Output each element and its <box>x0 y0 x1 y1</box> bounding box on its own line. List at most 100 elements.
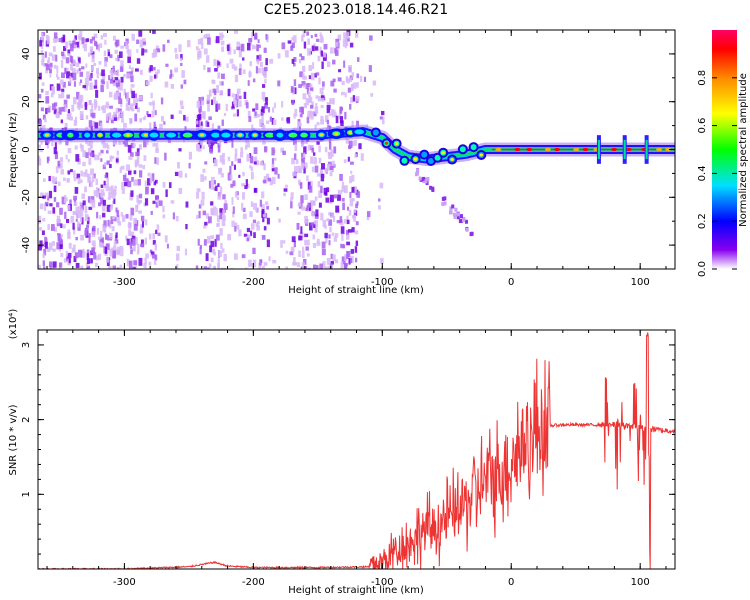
noise-speckle <box>62 177 66 181</box>
noise-speckle <box>321 241 326 249</box>
noise-speckle <box>150 92 153 99</box>
noise-speckle <box>266 205 269 210</box>
noise-speckle <box>236 46 241 51</box>
noise-speckle <box>51 176 55 183</box>
noise-speckle <box>206 33 211 39</box>
noise-speckle <box>134 159 139 167</box>
noise-speckle <box>314 165 319 173</box>
noise-speckle <box>106 81 109 90</box>
noise-speckle <box>107 219 110 227</box>
noise-speckle <box>69 199 72 206</box>
noise-speckle <box>130 190 134 197</box>
noise-speckle <box>43 63 48 67</box>
noise-speckle <box>208 180 211 189</box>
noise-speckle <box>84 186 87 193</box>
noise-speckle <box>128 221 132 229</box>
noise-speckle <box>351 174 355 182</box>
noise-speckle <box>94 106 97 111</box>
noise-speckle <box>39 119 42 127</box>
noise-speckle <box>48 190 53 199</box>
noise-speckle <box>129 152 134 157</box>
noise-speckle <box>74 35 77 41</box>
noise-speckle <box>155 148 159 153</box>
noise-speckle <box>130 88 133 94</box>
noise-speckle <box>277 53 281 59</box>
noise-speckle <box>82 150 86 158</box>
noise-speckle <box>354 265 358 269</box>
noise-speckle <box>199 124 204 128</box>
noise-speckle <box>318 145 321 153</box>
noise-speckle <box>80 214 83 223</box>
noise-speckle <box>96 211 99 219</box>
noise-speckle <box>141 48 145 56</box>
noise-speckle <box>238 229 242 237</box>
noise-speckle <box>254 32 258 40</box>
noise-speckle <box>321 163 326 170</box>
noise-speckle <box>296 262 301 268</box>
ridge-blob <box>413 157 418 161</box>
noise-speckle <box>301 107 305 115</box>
noise-speckle <box>89 181 93 188</box>
noise-speckle <box>72 227 76 235</box>
noise-speckle <box>139 229 144 234</box>
noise-speckle <box>303 41 307 49</box>
noise-speckle <box>369 35 373 41</box>
y-tick-label: 2 <box>21 416 32 422</box>
noise-speckle <box>456 215 460 220</box>
ridge-blob <box>143 133 148 137</box>
ridge-blob <box>238 133 243 137</box>
noise-speckle <box>128 155 133 160</box>
noise-speckle <box>153 66 156 71</box>
noise-speckle <box>137 179 141 186</box>
noise-speckle <box>219 208 224 213</box>
noise-speckle <box>219 228 223 236</box>
noise-speckle <box>196 114 201 119</box>
noise-speckle <box>379 116 383 120</box>
noise-speckle <box>308 75 312 80</box>
noise-speckle <box>233 49 236 55</box>
noise-speckle <box>252 108 256 112</box>
noise-speckle <box>133 266 136 269</box>
noise-speckle <box>54 176 58 183</box>
noise-speckle <box>85 152 89 159</box>
noise-speckle <box>180 62 183 67</box>
noise-speckle <box>231 64 236 69</box>
ridge-blob <box>573 147 580 152</box>
noise-speckle <box>301 34 304 42</box>
noise-speckle <box>311 45 315 52</box>
noise-speckle <box>113 114 117 121</box>
noise-speckle <box>368 65 372 72</box>
y-tick-label: 20 <box>21 95 32 108</box>
noise-speckle <box>306 253 310 257</box>
noise-speckle <box>123 181 128 187</box>
noise-speckle <box>152 30 156 34</box>
noise-speckle <box>285 250 289 254</box>
noise-speckle <box>259 199 263 207</box>
noise-speckle <box>355 240 359 246</box>
noise-speckle <box>213 59 217 66</box>
noise-speckle <box>278 218 281 223</box>
noise-speckle <box>42 195 46 199</box>
noise-speckle <box>252 219 257 223</box>
noise-speckle <box>44 118 47 123</box>
noise-speckle <box>76 101 80 109</box>
ridge-blob <box>276 132 284 138</box>
noise-speckle <box>236 196 240 200</box>
noise-speckle <box>262 211 266 217</box>
noise-speckle <box>103 184 107 189</box>
noise-speckle <box>152 240 156 245</box>
noise-speckle <box>309 87 314 91</box>
noise-speckle <box>59 234 63 238</box>
noise-speckle <box>217 72 221 79</box>
noise-speckle <box>147 172 151 177</box>
noise-speckle <box>253 147 258 155</box>
noise-speckle <box>155 201 159 208</box>
ridge-blob <box>479 153 484 157</box>
noise-speckle <box>320 119 325 125</box>
noise-speckle <box>188 162 191 169</box>
noise-speckle <box>264 146 268 153</box>
noise-speckle <box>353 186 357 194</box>
noise-speckle <box>341 181 345 188</box>
noise-speckle <box>107 113 112 118</box>
